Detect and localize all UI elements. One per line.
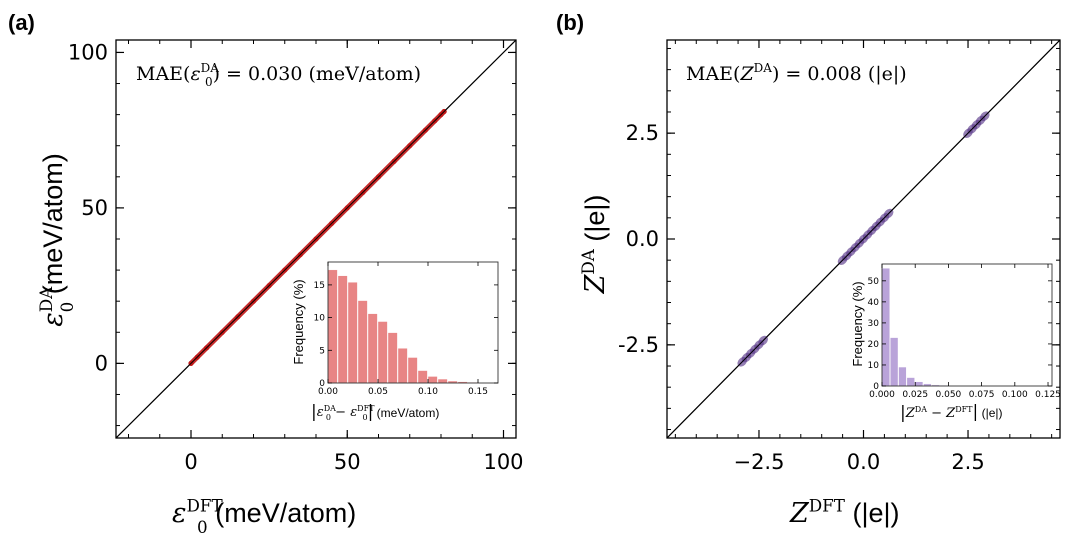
histogram-bar xyxy=(437,378,448,384)
inset-x-tick-label: 0.05 xyxy=(368,387,388,397)
inset-x-axis-label: |ZDA − ZDFT| (|e|) xyxy=(900,402,1002,423)
inset-x-tick-label: 0.125 xyxy=(1035,390,1061,400)
panel-b: (b) −2.5 0.0 2.5 -2.5 0.0 2.5 MAE(ZDA) = 0.008 … xyxy=(556,10,1061,529)
inset-y-tick-label: 30 xyxy=(868,319,880,329)
inset-x-tick-label: 0.050 xyxy=(936,390,962,400)
inset-x-tick-label: 0.000 xyxy=(869,390,895,400)
y-tick-label: 0 xyxy=(95,351,108,375)
x-tick-label: 2.5 xyxy=(951,450,984,474)
y-tick-label: 50 xyxy=(81,196,108,220)
identity-line-overlay xyxy=(667,40,1060,438)
x-axis-label: ZDFT (|e|) xyxy=(789,496,900,529)
inset-y-tick-label: 20 xyxy=(868,340,880,350)
x-tick-label: 100 xyxy=(483,450,523,474)
inset-y-tick-label: 0 xyxy=(319,379,325,389)
x-tick-label: −2.5 xyxy=(733,450,784,474)
inset-x-tick-label: 0.025 xyxy=(902,390,928,400)
y-tick-label: 100 xyxy=(68,40,108,64)
histogram-bar xyxy=(377,321,388,384)
inset-y-tick-label: 10 xyxy=(314,314,326,324)
inset-x-axis-label: |εDA 0 − εDFT 0| (meV/atom) xyxy=(311,402,439,422)
inset-y-tick-label: 15 xyxy=(314,281,325,291)
identity-line-overlay xyxy=(116,40,516,438)
inset-y-axis-label: Frequency (%) xyxy=(291,279,306,364)
x-axis-label: εDFT 0 (meV/atom) xyxy=(172,496,356,537)
y-tick-label: 2.5 xyxy=(626,121,659,145)
x-tick-label: 0.0 xyxy=(847,450,880,474)
histogram-bar xyxy=(915,381,924,387)
histogram-bar xyxy=(427,376,438,384)
inset-background xyxy=(882,264,1052,386)
inset-y-tick-label: 10 xyxy=(868,361,880,371)
x-tick-label: 0 xyxy=(184,450,197,474)
inset-x-tick-label: 0.00 xyxy=(318,387,338,397)
panel-letter: (b) xyxy=(556,10,584,35)
y-axis-label: ZDA (|e|) xyxy=(578,195,611,295)
mae-annotation: MAE(εDA 0) = 0.030 (meV/atom) xyxy=(136,61,421,89)
inset-y-tick-label: 5 xyxy=(319,346,325,356)
histogram-bar xyxy=(898,366,907,387)
mae-annotation: MAE(ZDA) = 0.008 (|e|) xyxy=(686,61,907,85)
inset-histogram: 0.00 0.05 0.10 0.15 0 5 10 15 Frequency (%) |εDA 0… xyxy=(291,261,499,422)
histogram-bar xyxy=(347,282,358,384)
inset-x-tick-label: 0.075 xyxy=(969,390,995,400)
inset-frame xyxy=(327,261,499,384)
histogram-bar xyxy=(906,377,915,387)
histogram-bar xyxy=(407,357,418,384)
inset-y-axis-label: Frequency (%) xyxy=(850,281,865,366)
inset-frame xyxy=(881,263,1053,387)
inset-x-tick-label: 0.100 xyxy=(1002,390,1028,400)
histogram-bar xyxy=(357,300,368,384)
histogram-bar xyxy=(367,313,378,384)
histogram-bar xyxy=(327,269,338,384)
histogram-bar xyxy=(890,337,899,387)
histogram-bar xyxy=(417,370,428,384)
histogram-bar xyxy=(387,332,398,384)
histogram-bar xyxy=(881,268,890,387)
inset-y-tick-label: 50 xyxy=(868,277,880,287)
inset-x-tick-label: 0.10 xyxy=(418,387,438,397)
histogram-bar xyxy=(337,275,348,384)
inset-y-tick-label: 40 xyxy=(868,298,880,308)
inset-x-tick-label: 0.15 xyxy=(468,387,488,397)
inset-y-tick-label: 0 xyxy=(873,382,879,392)
x-tick-label: 50 xyxy=(334,450,361,474)
y-axis-label: εDA0 (meV/atom) xyxy=(36,153,77,327)
inset-histogram: 0.000 0.025 0.050 0.075 0.100 0.125 0 10 20 30 40 5… xyxy=(850,263,1061,423)
histogram-bar xyxy=(397,348,408,384)
panel-letter: (a) xyxy=(8,10,35,35)
y-tick-label: -2.5 xyxy=(618,333,659,357)
y-tick-label: 0.0 xyxy=(626,227,659,251)
